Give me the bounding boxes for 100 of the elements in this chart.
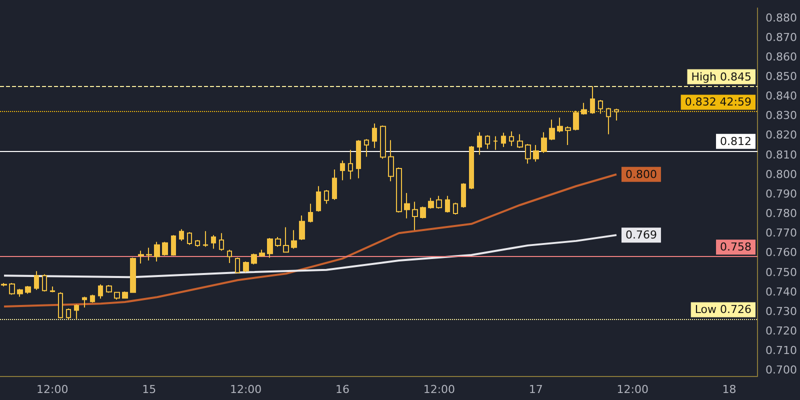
candlestick	[25, 285, 31, 294]
y-tick-label: 0.830	[766, 109, 798, 122]
x-tick-label: 18	[722, 383, 736, 396]
candlestick	[98, 284, 103, 300]
candlestick	[1, 282, 7, 287]
candlestick	[461, 182, 466, 208]
candlestick	[606, 107, 611, 135]
candlestick	[227, 249, 232, 264]
candlestick	[388, 140, 394, 182]
candlestick	[485, 134, 490, 150]
candlestick	[573, 110, 579, 131]
y-tick-label: 0.760	[766, 246, 798, 260]
candlestick	[243, 260, 249, 273]
ref-line-label: 0.758	[720, 240, 752, 254]
candlestick	[404, 192, 410, 219]
y-tick-label: 0.720	[766, 324, 798, 338]
candlestick	[316, 186, 321, 212]
candlestick	[308, 203, 313, 223]
candlestick	[267, 238, 273, 258]
y-tick-label: 0.770	[766, 226, 798, 240]
candlestick	[195, 239, 200, 248]
candlestick	[203, 230, 208, 248]
line-series	[3, 234, 618, 278]
candlestick	[275, 236, 281, 248]
y-tick-label: 0.880	[766, 11, 798, 24]
x-tick-label: 16	[335, 383, 350, 396]
y-tick-label: 0.820	[766, 128, 798, 142]
y-tick-label: 0.710	[766, 344, 798, 358]
candlestick	[525, 144, 531, 164]
candlestick	[219, 232, 224, 252]
candlestick	[356, 140, 361, 179]
y-tick-label: 0.750	[766, 266, 798, 279]
ref-line-label: Low 0.726	[694, 303, 752, 316]
candlestick	[324, 190, 329, 204]
x-tick-label: 15	[142, 383, 156, 396]
candlestick	[259, 249, 265, 258]
candlestick	[565, 126, 571, 146]
data-label: 0.769	[625, 228, 657, 242]
y-tick-label: 0.870	[766, 30, 798, 44]
candlestick	[477, 132, 482, 156]
candlestick	[42, 274, 47, 292]
x-tick-label: 12:00	[616, 383, 648, 396]
candlestick	[549, 119, 555, 141]
candlestick	[162, 241, 168, 256]
y-tick-label: 0.840	[766, 90, 798, 103]
candlestick	[493, 136, 498, 150]
candlestick	[171, 234, 176, 256]
candlestick	[436, 195, 442, 210]
ref-line-label: High 0.845	[691, 70, 752, 84]
candlestick	[372, 122, 377, 148]
candlestick	[412, 201, 418, 231]
candlestick	[348, 149, 353, 180]
candlestick	[82, 296, 87, 308]
candlestick	[179, 228, 184, 242]
x-tick-label: 12:00	[36, 383, 68, 396]
candlestick	[138, 250, 144, 264]
candlestick	[17, 288, 23, 298]
candlestick	[66, 308, 71, 320]
candlestick	[541, 132, 547, 154]
candlestick	[581, 102, 587, 116]
candlestick	[557, 117, 563, 133]
candlestick	[50, 286, 55, 293]
candlestick	[34, 270, 39, 290]
y-tick-label: 0.700	[766, 364, 798, 377]
y-tick-label: 0.810	[766, 148, 798, 162]
line-series	[3, 173, 618, 308]
y-tick-label: 0.740	[766, 285, 798, 298]
candlestick	[590, 86, 595, 114]
candlestick	[90, 294, 95, 304]
ref-line-label: 0.812	[720, 134, 752, 148]
y-tick-label: 0.730	[766, 304, 798, 318]
candlestick	[235, 257, 240, 274]
candlestick	[614, 108, 619, 122]
candlestick	[380, 124, 386, 160]
candlestick	[9, 282, 15, 296]
candlestick	[509, 130, 514, 146]
x-tick-label: 17	[528, 383, 543, 396]
candlestick	[122, 290, 128, 300]
candlestick	[299, 214, 305, 240]
x-tick-label: 12:00	[230, 383, 262, 396]
candlestick	[106, 284, 112, 294]
y-tick-label: 0.850	[766, 70, 798, 84]
y-tick-label: 0.860	[766, 50, 798, 64]
candlestick	[211, 234, 216, 250]
candlestick	[420, 206, 426, 219]
candlestick	[598, 100, 603, 114]
y-tick-label: 0.800	[766, 168, 798, 181]
y-tick-label: 0.780	[766, 207, 798, 220]
candlestick	[396, 167, 402, 214]
candlestick	[251, 253, 257, 265]
candlestick	[469, 146, 474, 190]
candlestick	[74, 304, 79, 320]
candlestick	[453, 202, 458, 216]
candlestick	[154, 241, 160, 262]
candlestick	[340, 160, 345, 181]
ref-line-label: 0.832 42:59	[684, 96, 752, 109]
candlestick	[187, 232, 192, 246]
candlestick	[283, 226, 289, 254]
candlestick	[291, 230, 297, 250]
candlestick	[364, 138, 369, 158]
